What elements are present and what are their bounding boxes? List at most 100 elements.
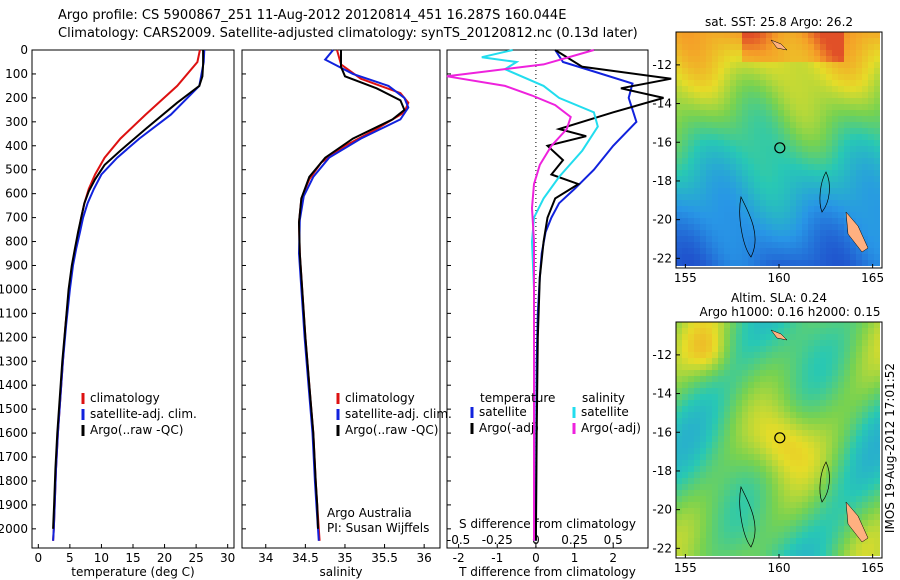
sla-map-cell (808, 508, 814, 514)
sla-map-cell (724, 388, 730, 394)
sst-map-cell (874, 224, 880, 230)
sst-map-cell (694, 128, 700, 134)
sla-map-cell (718, 532, 724, 538)
sla-map-cell (760, 520, 766, 526)
sst-map-cell (832, 86, 838, 92)
sst-map-cell (778, 254, 784, 260)
sst-map-cell (814, 68, 820, 74)
sst-map-cell (802, 38, 808, 44)
sst-map-cell (742, 116, 748, 122)
sst-map-cell (808, 188, 814, 194)
sst-map-cell (688, 176, 694, 182)
sst-map-cell (682, 212, 688, 218)
sla-map-cell (712, 502, 718, 508)
sst-map-cell (676, 122, 682, 128)
sst-map-cell (712, 62, 718, 68)
sla-map-cell (784, 472, 790, 478)
sst-map-cell (730, 134, 736, 140)
sst-map-cell (724, 134, 730, 140)
sla-map-cell (730, 532, 736, 538)
sst-map-cell (736, 116, 742, 122)
sla-map-cell (862, 478, 868, 484)
sla-map-cell (826, 514, 832, 520)
sla-map-cell (730, 526, 736, 532)
sla-map-cell (862, 442, 868, 448)
sla-map-cell (814, 328, 820, 334)
sst-map-cell (802, 248, 808, 254)
sst-map-cell (832, 194, 838, 200)
sst-map-cell (718, 128, 724, 134)
sst-map-cell (808, 86, 814, 92)
sst-map-cell (784, 62, 790, 68)
sla-map-cell (802, 394, 808, 400)
sla-map-cell (874, 394, 880, 400)
sst-map-cell (766, 242, 772, 248)
sla-map-cell (676, 418, 682, 424)
sst-map-cell (760, 152, 766, 158)
sla-map-cell (814, 460, 820, 466)
sst-map-cell (796, 152, 802, 158)
sst-map-cell (796, 176, 802, 182)
sla-map-cell (808, 520, 814, 526)
sla-map-cell (808, 358, 814, 364)
sst-map-cell (814, 86, 820, 92)
sst-map-cell (766, 56, 772, 62)
sla-map-cell (856, 418, 862, 424)
sst-map-cell (754, 200, 760, 206)
sla-map-cell (868, 472, 874, 478)
credit-pi: PI: Susan Wijffels (327, 521, 429, 535)
sst-map-cell (694, 260, 700, 266)
sst-map-cell (748, 218, 754, 224)
sst-map-cell (742, 146, 748, 152)
sst-map-cell (862, 74, 868, 80)
sla-map-cell (676, 358, 682, 364)
sst-map-cell (844, 104, 850, 110)
sla-map-cell (688, 520, 694, 526)
sla-map-cell (796, 400, 802, 406)
sla-map-cell (778, 514, 784, 520)
sla-map-cell (868, 448, 874, 454)
sla-map-cell (862, 448, 868, 454)
sla-map-cell (826, 358, 832, 364)
sst-map-cell (760, 248, 766, 254)
sst-map-cell (856, 152, 862, 158)
sla-map-cell (838, 442, 844, 448)
sst-map-cell (730, 164, 736, 170)
sst-map-cell (820, 116, 826, 122)
sst-map-cell (676, 206, 682, 212)
sst-map-cell (712, 74, 718, 80)
sla-map-cell (814, 394, 820, 400)
sla-map-cell (742, 496, 748, 502)
sla-map-cell (742, 472, 748, 478)
sst-map-cell (754, 128, 760, 134)
sla-map-cell (706, 508, 712, 514)
sla-map-cell (712, 394, 718, 400)
sla-map-cell (856, 328, 862, 334)
sla-map-cell (688, 382, 694, 388)
sst-map-cell (748, 158, 754, 164)
sla-map-cell (760, 502, 766, 508)
sla-map-cell (778, 544, 784, 550)
sla-map-cell (736, 550, 742, 556)
sla-map-cell (832, 538, 838, 544)
sla-map-cell (688, 466, 694, 472)
sst-map-cell (676, 152, 682, 158)
sla-map-cell (706, 394, 712, 400)
sla-map-cell (814, 502, 820, 508)
sla-map-cell (772, 388, 778, 394)
sla-map-cell (868, 430, 874, 436)
sst-map-cell (814, 32, 820, 38)
sla-map-cell (778, 502, 784, 508)
sst-map-cell (766, 158, 772, 164)
sst-map-cell (862, 248, 868, 254)
sst-map-cell (838, 158, 844, 164)
sla-map-cell (688, 424, 694, 430)
sst-map-cell (868, 170, 874, 176)
sla-map-cell (856, 508, 862, 514)
sst-map-cell (700, 140, 706, 146)
sla-map-cell (742, 544, 748, 550)
sla-map-cell (838, 496, 844, 502)
sla-map-cell (742, 538, 748, 544)
sst-map-cell (688, 92, 694, 98)
sst-map-cell (694, 254, 700, 260)
